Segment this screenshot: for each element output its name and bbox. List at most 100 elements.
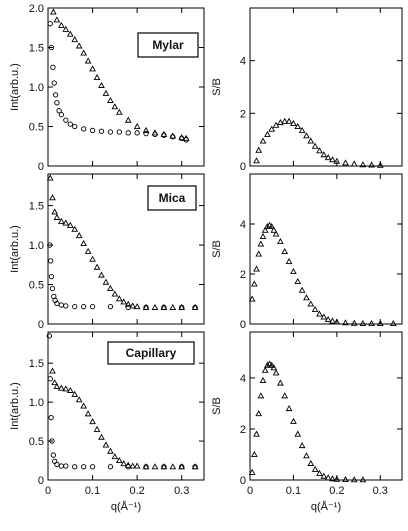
data-point: [54, 300, 60, 307]
data-point: [46, 174, 54, 181]
y-tick-label: 1.0: [29, 240, 44, 252]
data-point: [178, 134, 186, 141]
data-point: [81, 126, 87, 132]
data-point: [62, 219, 70, 226]
data-point: [84, 410, 92, 417]
data-point: [259, 137, 267, 144]
data-point: [125, 304, 131, 311]
data-point: [389, 319, 397, 327]
data-point: [324, 154, 332, 161]
data-point: [320, 313, 328, 320]
data-point: [107, 129, 114, 135]
data-point: [294, 122, 302, 130]
data-point: [277, 379, 284, 386]
data-point: [255, 410, 263, 417]
data-point: [66, 30, 74, 37]
panel-label-box: [137, 32, 199, 58]
data-point: [250, 280, 258, 287]
data-point: [66, 386, 74, 393]
data-point: [62, 385, 70, 392]
x-axis-label: q(Å⁻¹): [111, 500, 141, 513]
x-tick-label: 0.3: [373, 485, 388, 497]
data-point: [58, 384, 65, 391]
data-point: [49, 8, 57, 15]
data-point: [115, 108, 123, 115]
data-point: [89, 127, 96, 134]
data-point: [320, 472, 328, 479]
data-point: [294, 277, 302, 285]
plot-frame: [249, 173, 403, 325]
data-point: [48, 415, 54, 421]
data-point: [58, 463, 65, 469]
data-point: [261, 226, 269, 233]
plot-frame: [249, 7, 403, 167]
data-point: [49, 194, 56, 201]
data-point: [116, 129, 122, 135]
data-point: [192, 304, 198, 311]
data-point: [51, 379, 59, 386]
data-point: [52, 92, 59, 98]
data-point: [298, 286, 306, 293]
data-point: [102, 278, 110, 285]
panel-label: Capillary: [126, 346, 177, 360]
data-point: [311, 305, 319, 313]
y-tick-label: 0: [38, 319, 44, 331]
data-point: [333, 318, 341, 325]
data-point: [183, 137, 189, 143]
data-point: [281, 392, 289, 399]
y-tick-label: 2: [240, 424, 246, 436]
data-point: [298, 442, 306, 449]
data-point: [67, 121, 73, 127]
y-tick-label: 4: [240, 56, 246, 68]
data-point: [268, 125, 276, 132]
data-point: [58, 112, 65, 118]
y-tick-label: 1.0: [29, 82, 44, 94]
data-point: [270, 364, 278, 371]
data-point: [285, 117, 293, 124]
data-point: [107, 303, 114, 310]
data-point: [84, 247, 92, 254]
data-point: [316, 469, 323, 476]
y-tick-label: 1.5: [29, 201, 44, 213]
data-point: [48, 44, 55, 51]
data-point: [264, 361, 271, 368]
data-point: [151, 303, 159, 310]
plot-frame: [47, 7, 205, 167]
data-point: [272, 230, 280, 237]
data-point: [129, 302, 137, 309]
data-point: [359, 476, 367, 483]
data-point: [255, 250, 263, 257]
data-point: [133, 462, 141, 469]
data-point: [49, 438, 55, 444]
panel-left-bottom: 0 0.5 1.0 1.5 0 0.1 0.2 0.3 Int(arb.u.) q(Å⁻¹) Cap…: [9, 331, 205, 513]
panel-right-top: 0 2 4 S/B: [211, 7, 403, 173]
data-point: [53, 16, 61, 23]
data-point: [307, 300, 315, 307]
data-point: [111, 103, 119, 110]
data-point: [72, 123, 78, 130]
data-point: [257, 392, 265, 399]
data-point: [80, 49, 88, 56]
data-point: [264, 130, 271, 137]
y-tick-label: 0.5: [29, 122, 44, 134]
data-point: [134, 130, 140, 136]
data-point: [98, 433, 105, 440]
data-point: [290, 267, 297, 275]
data-point: [368, 161, 375, 168]
data-point: [342, 319, 349, 326]
y-tick-label: 0: [240, 319, 246, 331]
data-point: [151, 463, 159, 470]
data-point: [111, 290, 119, 297]
data-point: [350, 319, 358, 326]
data-point: [115, 295, 123, 302]
y-tick-label: 0: [240, 475, 246, 487]
data-point: [329, 156, 336, 163]
data-point: [52, 458, 58, 464]
data-point: [93, 73, 101, 81]
data-point: [56, 108, 62, 114]
data-point: [47, 242, 53, 248]
data-point: [255, 146, 263, 153]
data-point: [143, 304, 149, 311]
y-tick-label: 0: [38, 161, 44, 173]
data-point: [48, 273, 55, 280]
